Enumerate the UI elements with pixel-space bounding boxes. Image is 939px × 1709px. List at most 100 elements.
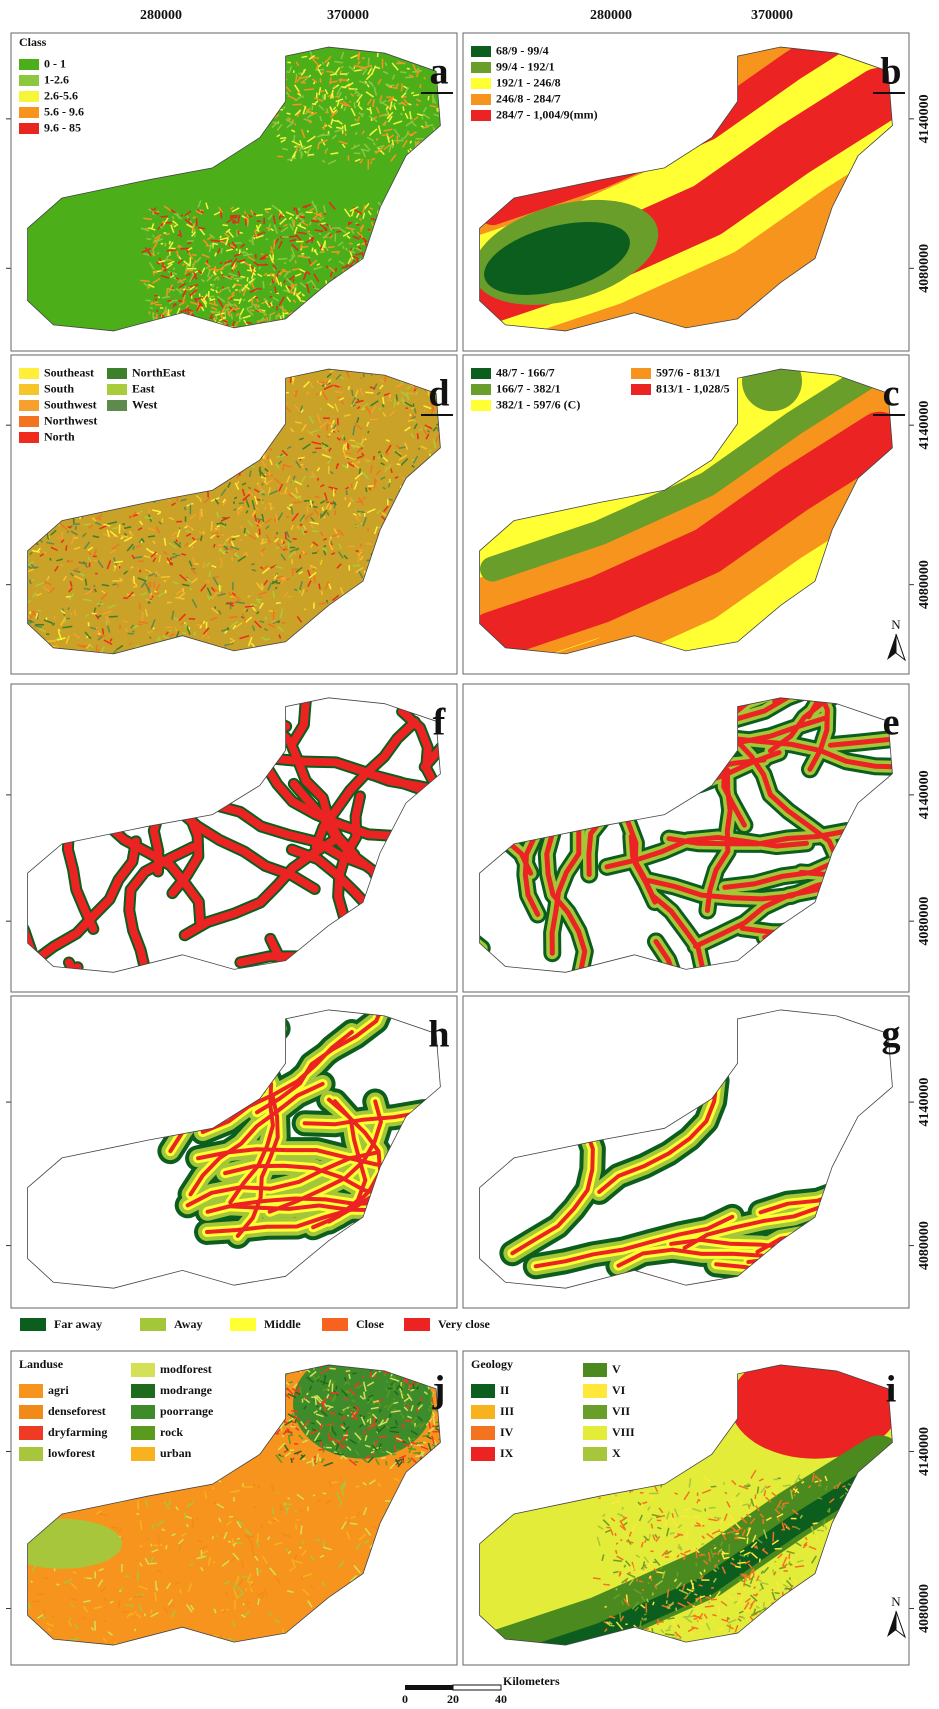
map-texture (211, 240, 220, 241)
map-texture (265, 209, 272, 210)
x-axis-label: 280000 (590, 8, 632, 23)
map-texture (352, 390, 353, 396)
map-texture (278, 259, 288, 260)
map-texture (30, 611, 31, 614)
legend-label: 68/9 - 99/4 (496, 43, 549, 57)
legend-swatch (631, 368, 651, 379)
map-texture (190, 1564, 194, 1565)
legend-label: dryfarming (48, 1425, 107, 1439)
map-texture (346, 490, 347, 495)
map-panel: b68/9 - 99/499/4 - 192/1192/1 - 246/8246… (461, 11, 909, 351)
map-texture (245, 219, 246, 226)
map-texture (212, 533, 218, 534)
legend-swatch (19, 75, 39, 86)
map-texture (153, 211, 154, 215)
map-texture (307, 130, 308, 132)
map-texture (288, 542, 289, 549)
map-texture (322, 507, 323, 511)
map-texture (406, 408, 408, 409)
legend-swatch (19, 107, 39, 118)
legend-label: 2.6-5.6 (44, 88, 78, 102)
map-texture (413, 1384, 414, 1389)
map-texture (315, 1440, 322, 1441)
map-texture (32, 579, 34, 580)
map-texture (172, 224, 174, 225)
page: {"x_axis_labels":["280000","370000"], "y… (0, 0, 939, 1709)
map-texture (237, 280, 239, 281)
panel-letter: f (433, 702, 447, 744)
map-texture (68, 527, 71, 528)
map-texture (240, 276, 245, 277)
map-texture (370, 1372, 371, 1378)
map-texture (76, 526, 77, 530)
map-texture (97, 604, 103, 605)
map-texture (324, 497, 325, 499)
legend-swatch (131, 1405, 155, 1419)
legend-label: Southeast (44, 365, 94, 379)
legend-label: 5.6 - 9.6 (44, 104, 84, 118)
y-axis-label: 4080000 (917, 1221, 932, 1270)
map-texture (241, 262, 245, 263)
map-texture (227, 305, 234, 306)
map-panel: aClass0 - 11-2.62.6-5.65.6 - 9.69.6 - 85 (11, 33, 457, 351)
map-texture (339, 387, 342, 388)
legend-swatch (471, 368, 491, 379)
map-texture (357, 511, 365, 512)
map-texture (397, 136, 398, 144)
legend-label: modforest (160, 1362, 212, 1376)
map-texture (222, 225, 228, 226)
map-texture (164, 581, 167, 582)
map-texture (301, 82, 306, 83)
map-texture (150, 593, 151, 598)
map-texture (318, 478, 319, 481)
map-texture (175, 303, 176, 305)
map-texture (346, 1371, 350, 1372)
map-texture (139, 1545, 142, 1546)
map-texture (183, 588, 184, 592)
map-texture (345, 96, 346, 99)
legend-swatch (19, 400, 39, 411)
map-texture (349, 243, 353, 244)
map-texture (323, 1493, 327, 1494)
map-texture (284, 313, 288, 314)
map-texture (161, 243, 163, 244)
map-texture (117, 584, 118, 587)
map-texture (155, 591, 157, 592)
legend-label: 192/1 - 246/8 (496, 75, 561, 89)
legend-swatch (131, 1384, 155, 1398)
map-texture (320, 1407, 321, 1410)
map-texture (312, 452, 316, 453)
legend-swatch (19, 384, 39, 395)
map-texture (250, 267, 251, 271)
map-texture (279, 1454, 281, 1455)
map-texture (66, 596, 71, 597)
map-texture (330, 1424, 331, 1432)
legend-label: lowforest (48, 1446, 95, 1460)
legend-title: Class (19, 35, 47, 49)
map-texture (326, 381, 327, 386)
legend-label: NorthEast (132, 365, 185, 379)
map-texture (321, 245, 322, 249)
map-texture (257, 310, 262, 311)
map-texture (259, 621, 264, 622)
map-texture (250, 310, 254, 311)
map-texture (299, 208, 300, 211)
map-texture (257, 1568, 258, 1576)
map-texture (138, 561, 144, 562)
map-texture (387, 85, 394, 86)
map-texture (374, 456, 375, 460)
map-texture (420, 84, 421, 88)
map-texture (368, 58, 369, 66)
map-texture (283, 1435, 284, 1437)
map-texture (637, 1579, 638, 1582)
map-texture (275, 318, 277, 319)
map-texture (151, 1544, 152, 1546)
legend-label: agri (48, 1383, 69, 1397)
map-texture (287, 596, 292, 597)
map-texture (381, 455, 382, 458)
map-texture (221, 248, 222, 254)
map-texture (257, 1571, 262, 1572)
map-texture (336, 268, 337, 272)
map-texture (414, 419, 415, 422)
map-texture (138, 1500, 139, 1509)
